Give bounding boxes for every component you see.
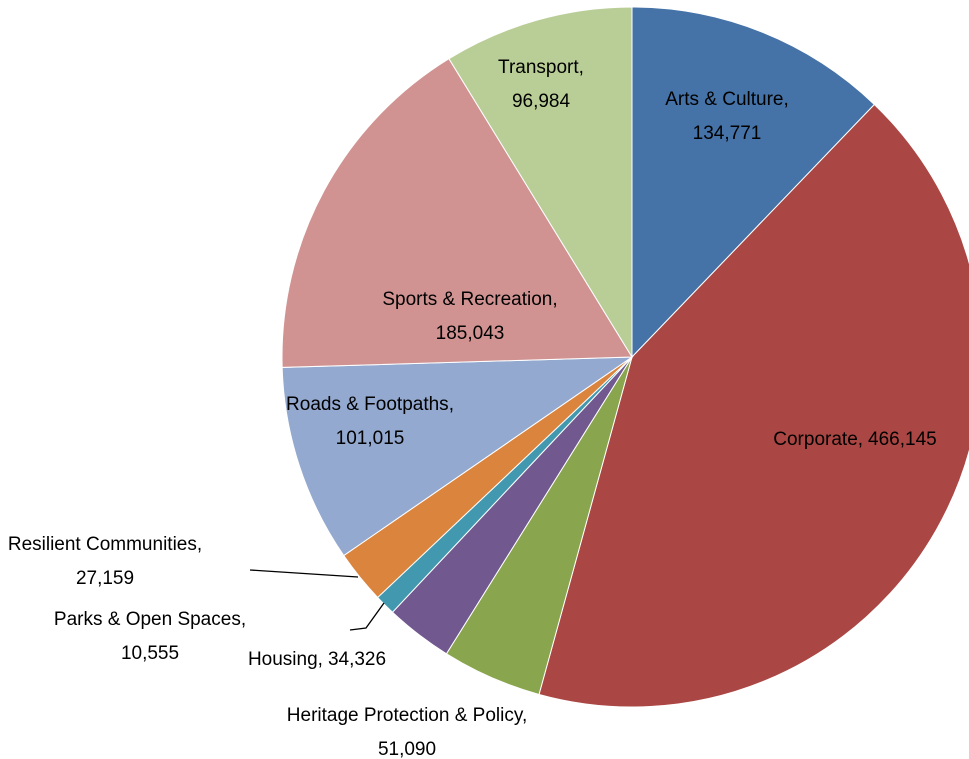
data-label: Corporate, 466,145 <box>773 429 936 450</box>
label-value: 101,015 <box>336 428 405 449</box>
pie-slice <box>281 58 633 368</box>
label-category: Sports & Recreation <box>382 289 552 310</box>
label-value: 466,145 <box>868 429 937 450</box>
label-value: 134,771 <box>693 123 762 144</box>
label-value: 27,159 <box>76 568 134 589</box>
pie-slice <box>281 356 634 557</box>
label-separator: , <box>241 609 246 630</box>
label-category: Transport <box>498 57 579 78</box>
data-label: Heritage Protection & Policy, 51,090 <box>287 705 527 759</box>
label-separator: , <box>783 89 788 110</box>
label-separator: , <box>858 429 863 450</box>
data-label: Transport, 96,984 <box>498 57 584 112</box>
label-separator: , <box>552 289 557 310</box>
pie-slice <box>448 6 633 359</box>
pie-slice <box>631 6 876 359</box>
data-label: Housing, 34,326 <box>248 649 386 670</box>
label-category: Roads & Footpaths <box>286 394 449 415</box>
label-value: 96,984 <box>512 91 571 112</box>
data-label: Arts & Culture, 134,771 <box>665 89 789 144</box>
label-separator: , <box>197 534 202 555</box>
label-separator: , <box>318 649 323 670</box>
data-label: Parks & Open Spaces, 10,555 <box>54 609 246 664</box>
leader-line <box>249 569 359 578</box>
label-value: 34,326 <box>328 649 386 670</box>
label-separator: , <box>449 394 454 415</box>
label-category: Arts & Culture <box>665 89 783 110</box>
label-value: 51,090 <box>378 739 436 759</box>
label-separator: , <box>579 57 584 78</box>
leader-line <box>349 602 385 631</box>
pie <box>281 6 969 708</box>
label-value: 185,043 <box>436 323 505 344</box>
data-label: Sports & Recreation, 185,043 <box>382 289 557 344</box>
label-category: Parks & Open Spaces <box>54 609 241 630</box>
data-label: Roads & Footpaths, 101,015 <box>286 394 454 449</box>
pie-slice <box>538 103 969 708</box>
label-category: Corporate <box>773 429 858 450</box>
label-category: Housing <box>248 649 318 670</box>
label-category: Heritage Protection & Policy <box>287 705 524 726</box>
label-separator: , <box>522 705 527 726</box>
data-label: Resilient Communities, 27,159 <box>8 534 202 589</box>
label-category: Resilient Communities <box>8 534 197 555</box>
label-value: 10,555 <box>121 643 179 664</box>
